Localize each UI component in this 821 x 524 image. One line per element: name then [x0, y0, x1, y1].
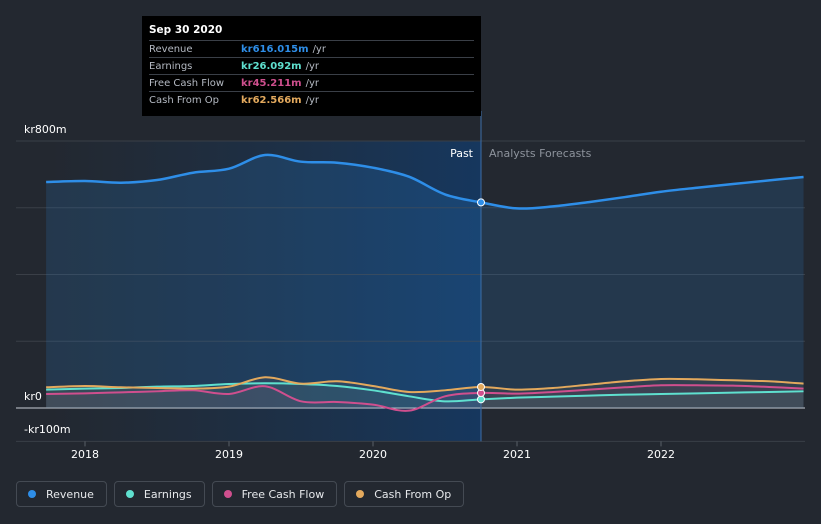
earnings-area: [46, 383, 804, 408]
tooltip-value: kr616.015m: [241, 43, 309, 55]
x-tick-label: 2022: [647, 448, 675, 461]
tooltip-label: Cash From Op: [149, 94, 220, 106]
revenue-area: [46, 154, 804, 408]
analysts-forecasts-label: Analysts Forecasts: [489, 147, 592, 160]
tooltip-value: kr62.566m: [241, 94, 302, 106]
cash-from-op-marker: [477, 382, 485, 391]
legend-label: Revenue: [46, 487, 94, 501]
x-tick-label: 2020: [359, 448, 387, 461]
tooltip-unit: /yr: [305, 60, 319, 72]
tooltip-value: kr45.211m: [241, 77, 302, 89]
legend-item-earnings[interactable]: Earnings: [113, 481, 205, 507]
y-tick-label: kr800m: [24, 123, 67, 136]
tooltip-row-revenue: Revenue kr616.015m /yr: [149, 40, 474, 57]
legend-label: Earnings: [143, 487, 192, 501]
earnings-dot-icon: [125, 490, 134, 498]
x-tick-label: 2018: [71, 448, 99, 461]
legend-label: Free Cash Flow: [241, 487, 325, 501]
legend-label: Cash From Op: [374, 487, 452, 501]
x-tick-label: 2019: [215, 448, 243, 461]
legend-item-revenue[interactable]: Revenue: [16, 481, 107, 507]
revenue-marker: [477, 198, 485, 207]
x-tick-label: 2021: [503, 448, 531, 461]
revenue-line: [46, 153, 804, 210]
tooltip-label: Earnings: [149, 60, 193, 72]
past-label: Past: [450, 147, 474, 160]
tooltip-unit: /yr: [305, 94, 319, 106]
tooltip-date: Sep 30 2020: [149, 24, 223, 36]
earnings-line: [46, 382, 804, 403]
tooltip-unit: /yr: [305, 77, 319, 89]
tooltip-label: Free Cash Flow: [149, 77, 225, 89]
tooltip-unit: /yr: [312, 43, 326, 55]
tooltip-value: kr26.092m: [241, 60, 302, 72]
tooltip-row-free-cash-flow: Free Cash Flow kr45.211m /yr: [149, 74, 474, 91]
free-cash-flow-area: [46, 385, 804, 411]
tooltip-label: Revenue: [149, 43, 193, 55]
tooltip-row-cash-from-op: Cash From Op kr62.566m /yr: [149, 91, 474, 108]
chart-legend: Revenue Earnings Free Cash Flow Cash Fro…: [16, 481, 465, 507]
hover-tooltip: Sep 30 2020 Revenue kr616.015m /yr Earni…: [142, 16, 481, 116]
legend-item-free-cash-flow[interactable]: Free Cash Flow: [211, 481, 338, 507]
y-tick-label: -kr100m: [24, 423, 71, 436]
cash-from-op-dot-icon: [356, 490, 365, 498]
tooltip-row-earnings: Earnings kr26.092m /yr: [149, 57, 474, 74]
free-cash-flow-line: [46, 384, 804, 412]
free-cash-flow-dot-icon: [223, 490, 232, 498]
revenue-dot-icon: [28, 490, 36, 498]
y-tick-label: kr0: [24, 390, 42, 403]
legend-item-cash-from-op[interactable]: Cash From Op: [344, 481, 465, 507]
cash-from-op-line: [46, 376, 804, 394]
